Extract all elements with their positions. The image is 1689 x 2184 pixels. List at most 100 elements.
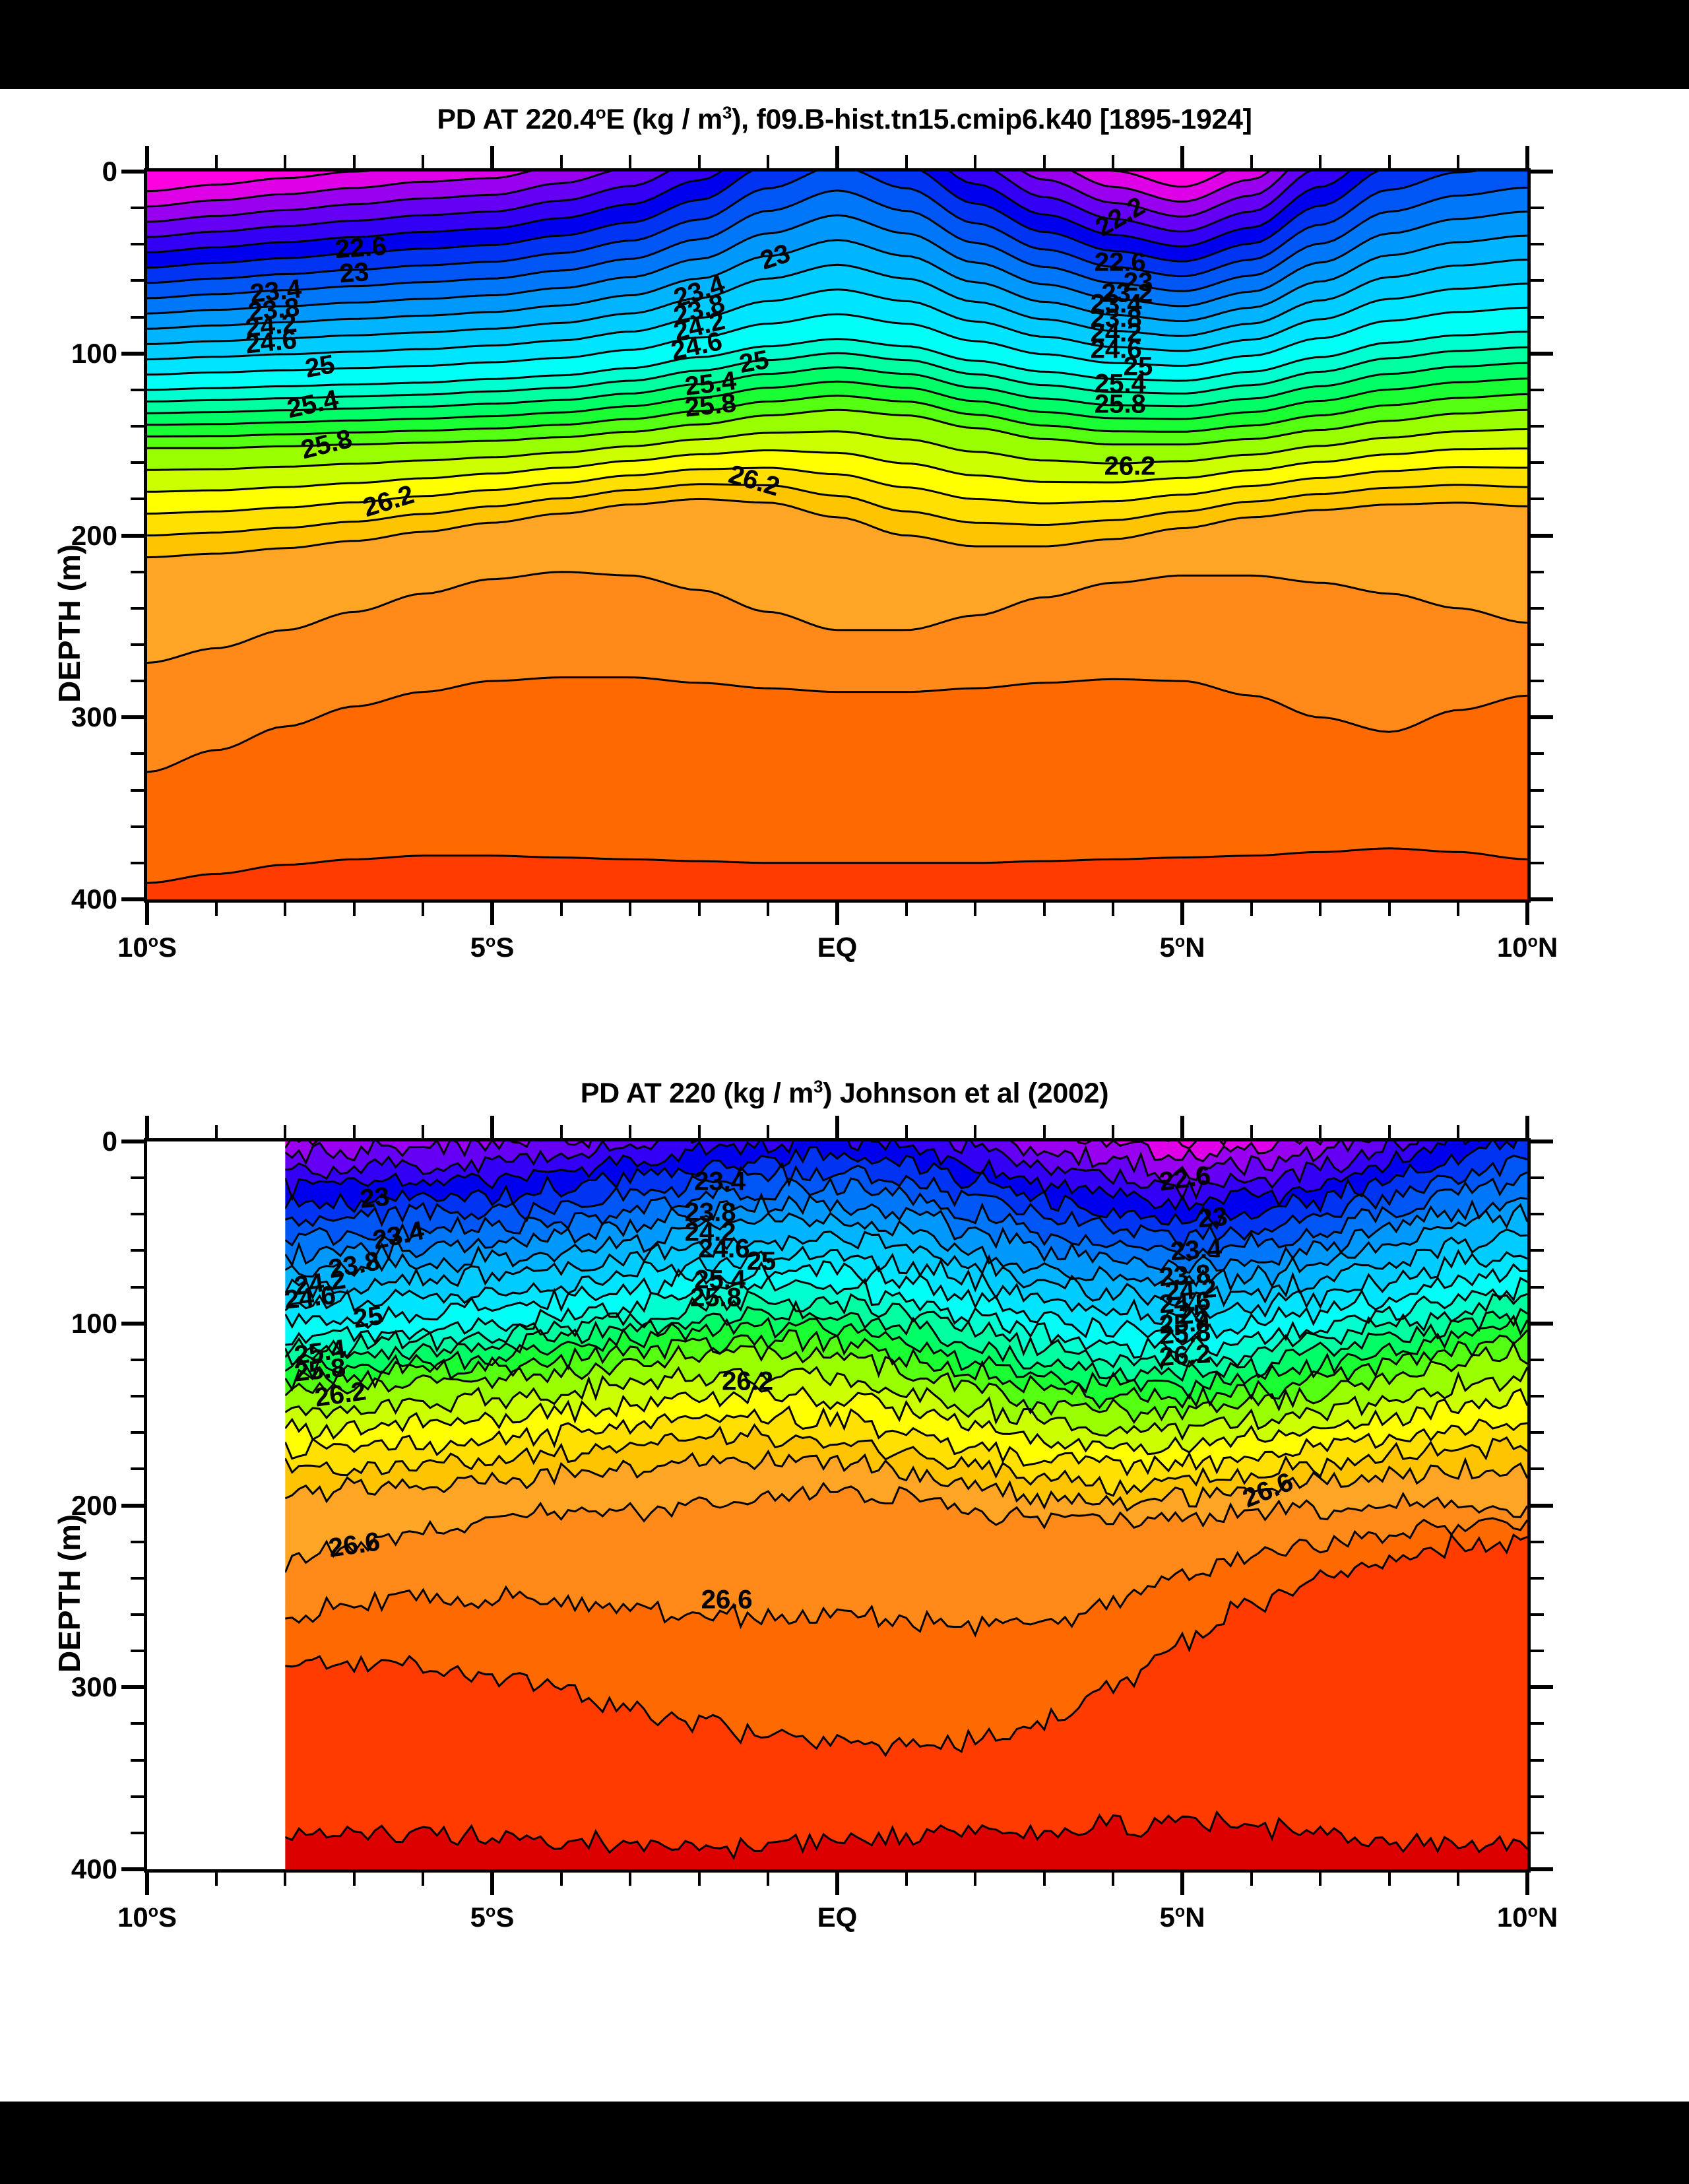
- x-minor-tick: [1112, 155, 1115, 168]
- x-minor-tick: [214, 155, 218, 168]
- x-major-tick: [835, 1873, 839, 1895]
- x-minor-tick: [905, 155, 908, 168]
- y-major-tick: [121, 1321, 144, 1326]
- contour-label: 25: [302, 349, 337, 383]
- x-minor-tick: [1042, 155, 1046, 168]
- y-minor-tick: [1531, 207, 1544, 210]
- x-minor-tick: [1319, 155, 1322, 168]
- y-minor-tick: [1531, 1358, 1544, 1361]
- x-minor-tick: [422, 155, 425, 168]
- y-minor-tick: [1531, 1722, 1544, 1725]
- x-tick-label: 10oS: [117, 932, 177, 963]
- x-minor-tick: [905, 1873, 908, 1886]
- x-minor-tick: [629, 903, 632, 916]
- y-minor-tick: [131, 680, 144, 683]
- contour-label: 25.8: [689, 1283, 742, 1312]
- y-minor-tick: [1531, 388, 1544, 391]
- contour-label: 24.2: [1090, 318, 1142, 348]
- x-minor-tick: [352, 1873, 356, 1886]
- x-minor-tick: [697, 1125, 701, 1138]
- x-minor-tick: [1112, 903, 1115, 916]
- x-major-tick: [490, 146, 494, 168]
- x-major-tick: [145, 146, 149, 168]
- x-minor-tick: [214, 903, 218, 916]
- y-minor-tick: [1531, 1249, 1544, 1252]
- y-major-tick: [121, 1685, 144, 1690]
- y-major-tick: [1531, 715, 1553, 720]
- x-minor-tick: [559, 1873, 563, 1886]
- y-minor-tick: [1531, 1795, 1544, 1798]
- x-major-tick: [145, 1873, 149, 1895]
- y-minor-tick: [1531, 1831, 1544, 1834]
- y-minor-tick: [1531, 680, 1544, 683]
- y-minor-tick: [131, 243, 144, 246]
- y-minor-tick: [1531, 788, 1544, 792]
- panel-title-observations: PD AT 220 (kg / m3) Johnson et al (2002): [580, 1076, 1109, 1109]
- y-minor-tick: [131, 788, 144, 792]
- x-minor-tick: [629, 1125, 632, 1138]
- y-tick-label: 300: [71, 701, 117, 733]
- y-axis-title-model: DEPTH (m): [52, 544, 86, 703]
- x-minor-tick: [1319, 903, 1322, 916]
- x-minor-tick: [1250, 903, 1253, 916]
- y-minor-tick: [131, 1358, 144, 1361]
- y-minor-tick: [1531, 425, 1544, 428]
- y-major-tick: [121, 170, 144, 174]
- x-minor-tick: [697, 1873, 701, 1886]
- y-minor-tick: [1531, 1758, 1544, 1762]
- y-major-tick: [1531, 1685, 1553, 1690]
- x-minor-tick: [974, 155, 977, 168]
- x-minor-tick: [1042, 903, 1046, 916]
- y-major-tick: [121, 897, 144, 901]
- y-major-tick: [121, 351, 144, 356]
- x-minor-tick: [214, 1125, 218, 1138]
- y-minor-tick: [131, 1722, 144, 1725]
- y-minor-tick: [131, 606, 144, 610]
- y-major-tick: [121, 1867, 144, 1871]
- y-minor-tick: [1531, 461, 1544, 465]
- x-minor-tick: [559, 903, 563, 916]
- y-tick-label: 200: [71, 1489, 117, 1521]
- y-minor-tick: [1531, 1285, 1544, 1289]
- x-major-tick: [490, 903, 494, 925]
- x-minor-tick: [905, 903, 908, 916]
- x-minor-tick: [1042, 1873, 1046, 1886]
- x-minor-tick: [422, 903, 425, 916]
- x-minor-tick: [352, 1125, 356, 1138]
- y-minor-tick: [131, 570, 144, 573]
- y-minor-tick: [1531, 1650, 1544, 1653]
- contour-label: 22.6: [1094, 247, 1146, 277]
- x-tick-label: 5oN: [1159, 932, 1205, 963]
- y-minor-tick: [131, 207, 144, 210]
- y-minor-tick: [1531, 315, 1544, 319]
- x-minor-tick: [767, 1873, 770, 1886]
- y-major-tick: [121, 1503, 144, 1508]
- y-minor-tick: [1531, 243, 1544, 246]
- x-minor-tick: [1250, 155, 1253, 168]
- contour-label: 25.8: [1094, 389, 1146, 419]
- contour-label: 23: [338, 257, 370, 289]
- x-minor-tick: [352, 903, 356, 916]
- y-tick-label: 0: [102, 156, 117, 187]
- contour-label: 23.8: [684, 1198, 736, 1227]
- x-tick-label: 10oN: [1496, 932, 1558, 963]
- y-minor-tick: [1531, 1431, 1544, 1434]
- x-minor-tick: [1457, 155, 1460, 168]
- x-tick-label: 10oN: [1496, 1902, 1558, 1933]
- y-minor-tick: [131, 425, 144, 428]
- x-minor-tick: [767, 903, 770, 916]
- x-minor-tick: [974, 1125, 977, 1138]
- y-minor-tick: [131, 752, 144, 755]
- panel-title-model: PD AT 220.4oE (kg / m3), f09.B-hist.tn15…: [437, 102, 1252, 135]
- x-minor-tick: [1319, 1125, 1322, 1138]
- x-major-tick: [835, 146, 839, 168]
- y-minor-tick: [131, 1795, 144, 1798]
- panel-observations: PD AT 220 (kg / m3) Johnson et al (2002)…: [0, 1072, 1689, 2102]
- x-major-tick: [835, 903, 839, 925]
- x-tick-label: 10oS: [117, 1902, 177, 1933]
- x-minor-tick: [629, 1873, 632, 1886]
- contour-label: 24.6: [1090, 335, 1142, 364]
- x-major-tick: [1525, 1873, 1529, 1895]
- x-minor-tick: [1042, 1125, 1046, 1138]
